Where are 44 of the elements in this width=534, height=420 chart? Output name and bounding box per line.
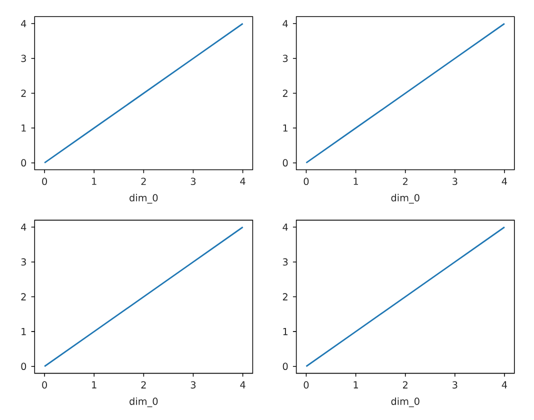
x-tick-label: 1 xyxy=(92,381,96,388)
y-tick-label: 0 xyxy=(282,159,288,167)
x-tick-label: 0 xyxy=(42,381,47,389)
x-tick-label: 3 xyxy=(190,381,196,389)
x-tick-label: 3 xyxy=(452,381,458,389)
y-tick-label: 1 xyxy=(283,328,288,336)
x-tick-label: 0 xyxy=(304,381,309,389)
x-axis-title: dim_0 xyxy=(391,194,420,204)
x-tick-label: 1 xyxy=(92,178,96,185)
x-tick-label: 4 xyxy=(240,381,246,388)
y-tick-label: 2 xyxy=(282,90,288,97)
y-tick-label: 4 xyxy=(282,224,288,231)
y-tick-label: 1 xyxy=(283,124,288,132)
y-tick-label: 0 xyxy=(21,159,26,167)
x-tick-label: 2 xyxy=(402,381,408,389)
y-tick-label: 0 xyxy=(282,362,288,370)
y-tick-label: 3 xyxy=(282,54,288,62)
x-tick-label: 4 xyxy=(240,178,246,185)
x-tick-label: 1 xyxy=(354,381,358,388)
y-tick-label: 3 xyxy=(21,258,26,266)
x-tick-label: 1 xyxy=(354,178,358,185)
x-tick-label: 4 xyxy=(502,178,508,185)
x-tick-label: 3 xyxy=(190,178,196,186)
y-tick-label: 2 xyxy=(282,293,288,301)
x-tick-label: 0 xyxy=(42,178,47,186)
x-tick-label: 0 xyxy=(304,178,309,186)
x-axis-title: dim_0 xyxy=(130,398,158,408)
x-tick-label: 4 xyxy=(502,381,508,388)
y-tick-label: 3 xyxy=(21,54,26,62)
x-tick-label: 2 xyxy=(402,178,408,186)
x-axis-title: dim_0 xyxy=(391,398,420,408)
y-tick-label: 2 xyxy=(21,90,26,97)
y-tick-label: 4 xyxy=(21,20,26,28)
x-axis-title: dim_0 xyxy=(130,194,158,204)
y-tick-label: 2 xyxy=(21,293,26,301)
y-tick-label: 4 xyxy=(282,20,288,28)
y-tick-label: 1 xyxy=(22,124,26,132)
y-tick-label: 1 xyxy=(22,328,26,336)
y-tick-label: 0 xyxy=(21,362,26,370)
y-tick-label: 3 xyxy=(282,258,288,266)
x-tick-label: 2 xyxy=(141,381,146,389)
x-tick-label: 3 xyxy=(452,178,458,186)
y-tick-label: 4 xyxy=(21,224,26,231)
x-tick-label: 2 xyxy=(141,178,146,186)
